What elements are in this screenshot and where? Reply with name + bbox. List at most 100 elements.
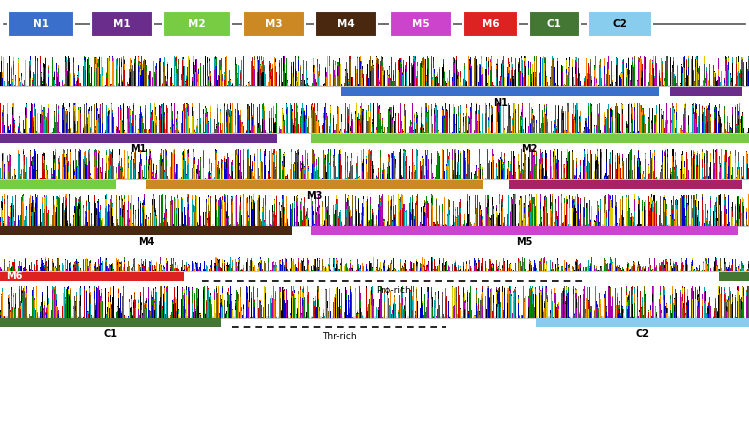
Bar bbox=[658, 80, 660, 86]
Bar bbox=[619, 219, 620, 220]
Bar bbox=[131, 295, 132, 297]
Bar bbox=[147, 216, 148, 217]
Bar bbox=[469, 117, 470, 118]
Bar bbox=[555, 84, 556, 85]
Bar bbox=[488, 199, 489, 206]
Bar bbox=[229, 295, 230, 304]
Bar bbox=[142, 212, 143, 226]
Bar bbox=[454, 107, 455, 114]
Bar bbox=[714, 71, 715, 72]
Bar bbox=[664, 197, 665, 200]
Bar bbox=[475, 171, 476, 172]
Bar bbox=[466, 224, 467, 226]
Bar bbox=[2, 210, 3, 217]
Bar bbox=[575, 58, 576, 60]
Bar bbox=[187, 103, 188, 112]
Bar bbox=[684, 118, 685, 133]
Bar bbox=[91, 216, 92, 226]
Bar bbox=[705, 80, 706, 83]
Bar bbox=[421, 123, 422, 133]
Bar bbox=[164, 119, 165, 123]
Bar bbox=[346, 217, 347, 226]
Bar bbox=[323, 84, 324, 86]
Bar bbox=[458, 116, 459, 133]
Bar bbox=[499, 286, 500, 318]
Bar bbox=[262, 209, 263, 212]
Bar bbox=[452, 203, 454, 205]
Bar bbox=[368, 121, 369, 133]
Bar bbox=[259, 104, 260, 133]
Bar bbox=[648, 196, 649, 226]
Bar bbox=[522, 170, 523, 171]
FancyBboxPatch shape bbox=[243, 11, 305, 37]
Bar bbox=[101, 57, 102, 86]
Bar bbox=[120, 167, 121, 168]
Bar bbox=[47, 295, 48, 305]
Bar bbox=[676, 265, 677, 271]
Bar bbox=[205, 178, 206, 179]
Bar bbox=[505, 156, 506, 159]
Bar bbox=[627, 309, 628, 318]
Bar bbox=[622, 198, 623, 210]
Bar bbox=[334, 70, 335, 77]
Bar bbox=[400, 67, 401, 86]
Bar bbox=[238, 156, 239, 179]
Bar bbox=[358, 266, 359, 269]
Bar bbox=[278, 164, 279, 179]
Bar bbox=[208, 289, 209, 318]
Bar bbox=[197, 122, 198, 126]
Bar bbox=[377, 207, 379, 210]
Bar bbox=[597, 305, 598, 307]
Bar bbox=[540, 127, 541, 129]
Bar bbox=[185, 108, 186, 119]
Bar bbox=[473, 258, 475, 262]
Bar bbox=[239, 212, 240, 218]
Bar bbox=[300, 260, 302, 263]
Bar bbox=[334, 257, 335, 271]
Bar bbox=[208, 174, 209, 179]
Bar bbox=[736, 268, 737, 269]
Bar bbox=[302, 74, 303, 75]
Bar bbox=[744, 265, 745, 267]
Bar bbox=[714, 163, 715, 179]
Bar bbox=[489, 218, 490, 221]
Bar bbox=[257, 269, 258, 271]
Bar bbox=[548, 153, 550, 179]
Bar bbox=[407, 170, 408, 179]
Bar bbox=[124, 259, 125, 260]
Bar bbox=[227, 295, 228, 301]
Bar bbox=[617, 153, 618, 156]
Bar bbox=[318, 268, 319, 269]
Bar bbox=[661, 58, 662, 86]
Bar bbox=[99, 219, 100, 226]
Bar bbox=[339, 59, 340, 66]
Bar bbox=[423, 127, 424, 128]
Bar bbox=[21, 171, 22, 175]
Bar bbox=[590, 309, 591, 312]
Bar bbox=[124, 130, 125, 131]
Bar bbox=[44, 119, 45, 133]
Bar bbox=[698, 71, 700, 74]
Bar bbox=[261, 221, 262, 222]
Bar bbox=[747, 69, 748, 86]
Bar bbox=[11, 203, 12, 205]
Bar bbox=[130, 206, 131, 209]
Bar bbox=[276, 155, 277, 179]
Bar bbox=[323, 150, 324, 154]
Bar bbox=[467, 131, 468, 133]
Bar bbox=[545, 197, 546, 200]
Bar bbox=[740, 78, 741, 86]
Bar bbox=[151, 114, 152, 118]
Bar bbox=[67, 220, 68, 221]
Bar bbox=[30, 56, 31, 60]
Bar bbox=[386, 168, 387, 171]
Bar bbox=[683, 269, 684, 271]
Bar bbox=[241, 123, 242, 127]
Bar bbox=[568, 69, 569, 72]
Bar bbox=[484, 219, 485, 220]
Bar bbox=[467, 149, 468, 150]
Bar bbox=[586, 123, 587, 133]
Bar bbox=[184, 159, 185, 179]
Bar bbox=[244, 67, 246, 72]
Bar bbox=[57, 122, 58, 133]
